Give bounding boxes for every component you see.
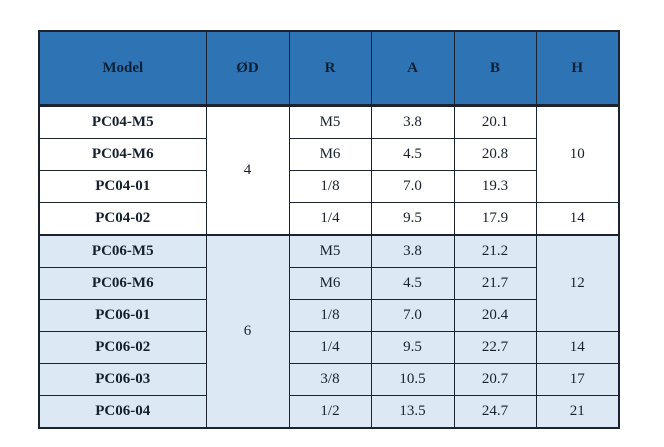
cell-r: 1/4 (288, 202, 372, 236)
cell-a: 4.5 (370, 138, 455, 171)
cell-h: 17 (535, 363, 620, 396)
cell-model: PC04-M5 (38, 105, 207, 139)
cell-model: PC04-01 (38, 170, 207, 203)
cell-model: PC06-04 (38, 395, 207, 429)
cell-a: 7.0 (370, 170, 455, 203)
cell-r: 1/4 (288, 331, 372, 364)
column-header-a: A (370, 30, 455, 106)
cell-a: 9.5 (370, 331, 455, 364)
cell-r: 1/8 (288, 170, 372, 203)
cell-b: 24.7 (453, 395, 537, 429)
cell-od-group: 4 (205, 105, 290, 236)
cell-h-group: 10 (535, 105, 620, 203)
cell-r: M6 (288, 267, 372, 300)
cell-model: PC06-M5 (38, 234, 207, 268)
cell-a: 3.8 (370, 105, 455, 139)
cell-a: 3.8 (370, 234, 455, 268)
cell-model: PC04-02 (38, 202, 207, 236)
table-row: PC06-03 3/8 10.5 20.7 17 (38, 363, 620, 396)
table-row: PC06-04 1/2 13.5 24.7 21 (38, 395, 620, 429)
cell-b: 20.1 (453, 105, 537, 139)
cell-b: 21.7 (453, 267, 537, 300)
cell-r: M5 (288, 105, 372, 139)
cell-b: 22.7 (453, 331, 537, 364)
column-header-r: R (288, 30, 372, 106)
table-row: PC06-M6 M6 4.5 21.7 (38, 267, 619, 300)
table-row: PC04-02 1/4 9.5 17.9 14 (38, 202, 620, 236)
cell-h: 14 (535, 331, 620, 364)
cell-b: 20.8 (453, 138, 537, 171)
column-header-model: Model (38, 30, 207, 106)
cell-r: M6 (288, 138, 372, 171)
table-row: PC04-M5 4 M5 3.8 20.1 10 (38, 105, 620, 236)
cell-r: M5 (288, 234, 372, 268)
cell-h: 14 (535, 202, 620, 236)
cell-b: 17.9 (453, 202, 537, 236)
cell-b: 20.4 (453, 299, 537, 332)
cell-model: PC04-M6 (38, 138, 207, 171)
cell-a: 10.5 (370, 363, 455, 396)
cell-model: PC06-02 (38, 331, 207, 364)
cell-r: 1/2 (288, 395, 372, 429)
cell-model: PC06-01 (38, 299, 207, 332)
cell-od-group: 6 (205, 234, 290, 429)
column-header-od: ØD (205, 30, 290, 106)
table-row: PC06-02 1/4 9.5 22.7 14 (38, 331, 620, 364)
cell-b: 19.3 (453, 170, 537, 203)
spec-table: Model ØD R A B H PC04-M5 4 M5 3.8 20.1 1… (38, 30, 620, 429)
cell-r: 3/8 (288, 363, 372, 396)
cell-model: PC06-M6 (38, 267, 207, 300)
header-row: Model ØD R A B H (38, 30, 620, 106)
cell-b: 21.2 (453, 234, 537, 268)
cell-b: 20.7 (453, 363, 537, 396)
table-row: PC06-M5 6 M5 3.8 21.2 12 (38, 234, 620, 429)
column-header-h: H (535, 30, 620, 106)
cell-h-group: 12 (535, 234, 620, 332)
cell-a: 7.0 (370, 299, 455, 332)
table-row: PC06-01 1/8 7.0 20.4 (38, 299, 619, 332)
cell-a: 13.5 (370, 395, 455, 429)
cell-a: 9.5 (370, 202, 455, 236)
table-row: PC04-01 1/8 7.0 19.3 (38, 170, 619, 203)
cell-a: 4.5 (370, 267, 455, 300)
column-header-b: B (453, 30, 537, 106)
table-row: PC04-M6 M6 4.5 20.8 (38, 138, 619, 171)
cell-r: 1/8 (288, 299, 372, 332)
spec-table-container: Model ØD R A B H PC04-M5 4 M5 3.8 20.1 1… (38, 30, 620, 429)
cell-h: 21 (535, 395, 620, 429)
cell-model: PC06-03 (38, 363, 207, 396)
